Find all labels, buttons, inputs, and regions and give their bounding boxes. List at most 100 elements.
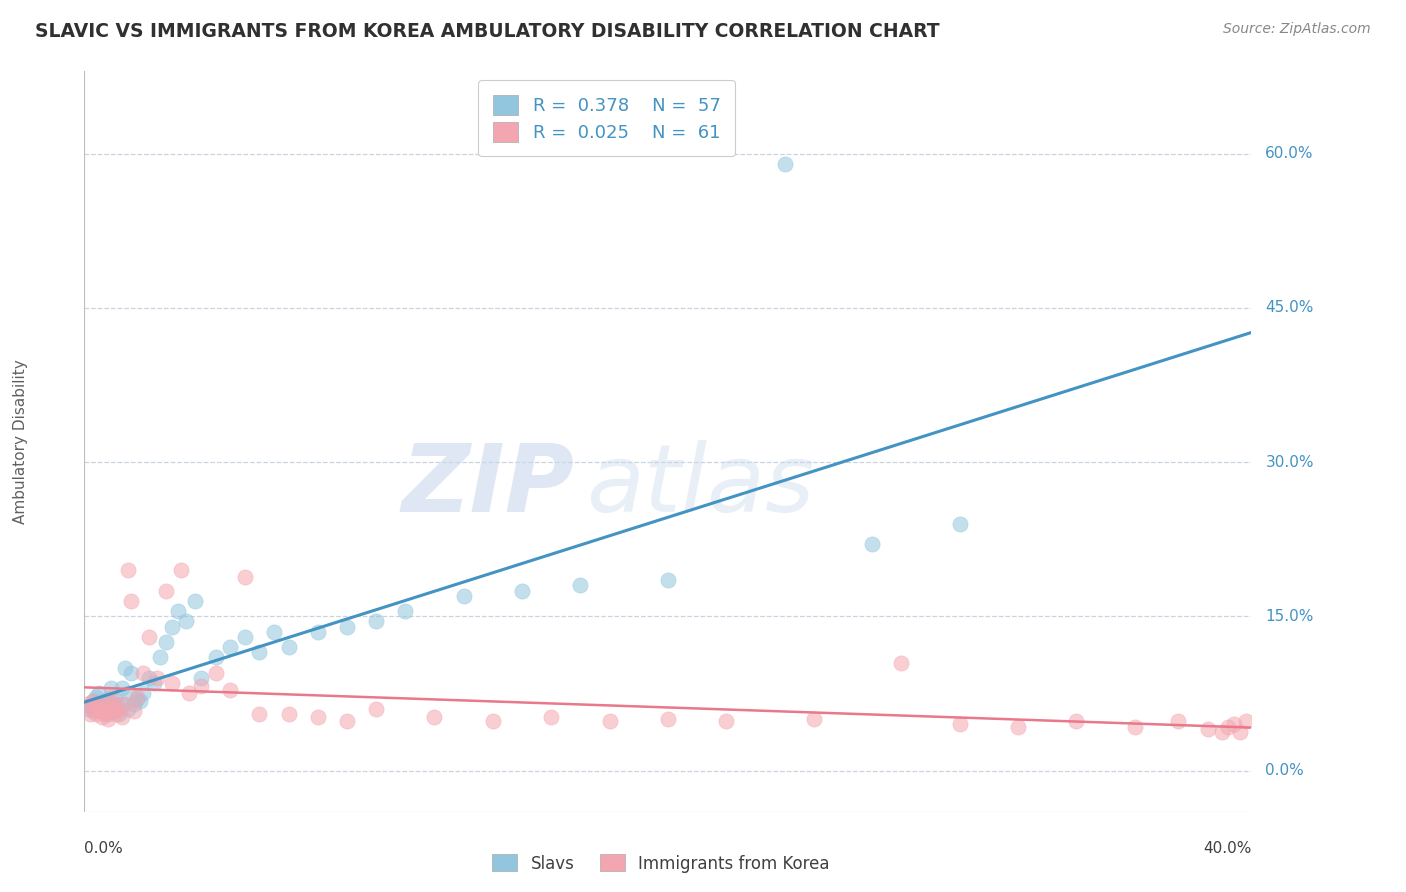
- Point: [423, 710, 446, 724]
- Point: [1066, 714, 1088, 729]
- Point: [97, 706, 120, 721]
- Point: [125, 691, 148, 706]
- Point: [108, 706, 131, 721]
- Point: [146, 671, 169, 685]
- Point: [90, 702, 112, 716]
- Point: [87, 686, 110, 700]
- Point: [233, 570, 256, 584]
- Point: [87, 699, 110, 714]
- Point: [84, 697, 107, 711]
- Point: [204, 665, 226, 680]
- Text: ZIP: ZIP: [402, 440, 575, 532]
- Point: [247, 706, 270, 721]
- Point: [111, 681, 134, 696]
- Point: [190, 671, 212, 685]
- Point: [120, 665, 142, 680]
- Point: [155, 583, 177, 598]
- Point: [108, 702, 131, 716]
- Text: Ambulatory Disability: Ambulatory Disability: [13, 359, 28, 524]
- Point: [1234, 714, 1257, 729]
- Text: 40.0%: 40.0%: [1204, 841, 1251, 856]
- Point: [122, 704, 145, 718]
- Point: [1167, 714, 1189, 729]
- Point: [90, 697, 112, 711]
- Point: [79, 706, 101, 721]
- Point: [84, 690, 107, 704]
- Point: [132, 665, 155, 680]
- Point: [394, 604, 416, 618]
- Point: [117, 702, 139, 716]
- Point: [599, 714, 621, 729]
- Point: [307, 710, 329, 724]
- Point: [97, 712, 120, 726]
- Point: [336, 714, 359, 729]
- Point: [103, 691, 125, 706]
- Point: [277, 706, 299, 721]
- Point: [125, 690, 148, 704]
- Point: [94, 694, 117, 708]
- Point: [138, 630, 160, 644]
- Text: 60.0%: 60.0%: [1265, 146, 1313, 161]
- Point: [103, 704, 125, 718]
- Point: [179, 686, 201, 700]
- Point: [90, 704, 112, 718]
- Point: [773, 157, 796, 171]
- Point: [233, 630, 256, 644]
- Point: [1216, 720, 1239, 734]
- Point: [149, 650, 172, 665]
- Point: [366, 615, 388, 629]
- Point: [117, 563, 139, 577]
- Point: [510, 583, 533, 598]
- Text: 0.0%: 0.0%: [84, 841, 124, 856]
- Point: [82, 704, 104, 718]
- Point: [100, 697, 122, 711]
- Point: [76, 702, 98, 716]
- Point: [97, 697, 120, 711]
- Text: Source: ZipAtlas.com: Source: ZipAtlas.com: [1223, 22, 1371, 37]
- Point: [111, 697, 134, 711]
- Point: [160, 619, 183, 633]
- Point: [94, 706, 117, 721]
- Point: [219, 640, 242, 655]
- Point: [540, 710, 562, 724]
- Point: [122, 697, 145, 711]
- Point: [948, 717, 970, 731]
- Point: [103, 697, 125, 711]
- Point: [247, 645, 270, 659]
- Point: [1007, 720, 1029, 734]
- Point: [890, 656, 912, 670]
- Point: [1211, 724, 1233, 739]
- Text: 45.0%: 45.0%: [1265, 301, 1313, 316]
- Point: [1223, 717, 1246, 731]
- Point: [128, 694, 150, 708]
- Point: [105, 702, 128, 716]
- Point: [1229, 724, 1251, 739]
- Point: [100, 681, 122, 696]
- Point: [366, 702, 388, 716]
- Point: [714, 714, 737, 729]
- Point: [111, 710, 134, 724]
- Point: [160, 676, 183, 690]
- Point: [90, 710, 112, 724]
- Point: [82, 694, 104, 708]
- Point: [336, 619, 359, 633]
- Point: [277, 640, 299, 655]
- Point: [105, 706, 128, 721]
- Point: [1197, 723, 1219, 737]
- Point: [105, 697, 128, 711]
- Text: SLAVIC VS IMMIGRANTS FROM KOREA AMBULATORY DISABILITY CORRELATION CHART: SLAVIC VS IMMIGRANTS FROM KOREA AMBULATO…: [35, 22, 939, 41]
- Point: [184, 594, 207, 608]
- Legend: Slavs, Immigrants from Korea: Slavs, Immigrants from Korea: [485, 847, 837, 880]
- Point: [76, 697, 98, 711]
- Point: [132, 686, 155, 700]
- Point: [138, 671, 160, 685]
- Point: [169, 563, 191, 577]
- Point: [94, 702, 117, 716]
- Point: [84, 697, 107, 711]
- Point: [453, 589, 475, 603]
- Point: [82, 694, 104, 708]
- Point: [860, 537, 883, 551]
- Point: [82, 702, 104, 716]
- Legend: R =  0.378    N =  57, R =  0.025    N =  61: R = 0.378 N = 57, R = 0.025 N = 61: [478, 80, 735, 156]
- Point: [97, 691, 120, 706]
